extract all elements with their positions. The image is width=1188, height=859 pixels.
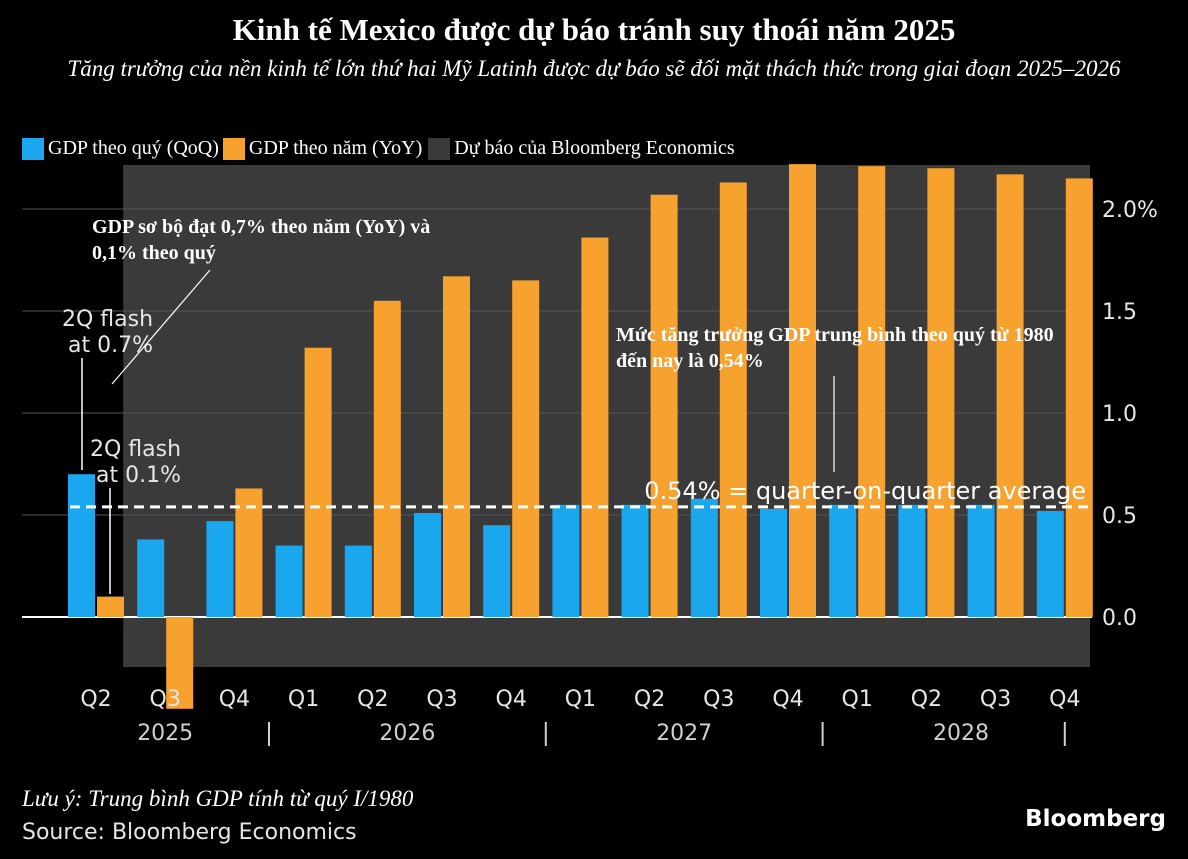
bar-yoy xyxy=(512,280,540,617)
bar-qoq xyxy=(760,508,787,617)
bar-qoq xyxy=(414,512,441,617)
x-tick-label: Q3 xyxy=(150,687,181,712)
bloomberg-logo: Bloomberg xyxy=(1025,806,1166,832)
bar-yoy xyxy=(373,300,401,617)
y-tick-label: 1.0 xyxy=(1102,402,1137,427)
bar-qoq xyxy=(690,498,718,617)
x-tick-label: Q2 xyxy=(357,687,388,712)
flash-yoy-label-line1: 2Q flash xyxy=(62,307,153,332)
x-tick-label: Q3 xyxy=(426,687,457,712)
bar-yoy xyxy=(789,164,816,617)
bar-qoq xyxy=(967,504,995,617)
legend-swatch-yoy xyxy=(222,137,245,160)
legend-swatch-forecast xyxy=(428,137,451,160)
year-label: 2026 xyxy=(379,721,435,746)
bar-qoq xyxy=(552,504,580,617)
callout-flash-connector xyxy=(111,269,211,385)
legend-item-forecast: Dự báo của Bloomberg Economics xyxy=(426,137,735,160)
legend-item-yoy: GDP theo năm (YoY) xyxy=(222,137,423,160)
x-tick-label: Q1 xyxy=(288,687,319,712)
footnote: Lưu ý: Trung bình GDP tính từ quý I/1980 xyxy=(22,786,414,811)
flash-yoy-label-line2: at 0.7% xyxy=(68,333,153,358)
chart-subtitle: Tăng trưởng của nền kinh tế lớn thứ hai … xyxy=(67,56,1121,81)
bar-yoy xyxy=(97,596,124,617)
bar-qoq xyxy=(829,504,857,617)
x-tick-label: Q2 xyxy=(911,687,942,712)
bar-yoy xyxy=(719,182,747,618)
bar-qoq xyxy=(137,539,165,617)
bar-yoy xyxy=(581,237,609,617)
bar-qoq xyxy=(1036,510,1064,617)
bar-yoy xyxy=(443,276,470,617)
x-tick-label: Q4 xyxy=(772,687,803,712)
y-tick-label: 2.0% xyxy=(1102,198,1158,223)
bar-qoq xyxy=(206,521,234,617)
callout-flash-vn: GDP sơ bộ đạt 0,7% theo năm (YoY) và 0,1… xyxy=(92,216,431,264)
x-tick-label: Q4 xyxy=(1049,687,1080,712)
x-tick-label: Q4 xyxy=(496,687,527,712)
bar-yoy xyxy=(650,194,678,617)
x-tick-label: Q2 xyxy=(80,687,111,712)
average-label: 0.54% = quarter-on-quarter average xyxy=(644,477,1086,505)
flash-qoq-label-line1: 2Q flash xyxy=(90,437,181,462)
x-tick-label: Q3 xyxy=(980,687,1011,712)
flash-qoq-label-line2: at 0.1% xyxy=(96,463,181,488)
year-label: 2027 xyxy=(656,721,712,746)
bar-yoy xyxy=(235,488,263,617)
x-tick-label: Q3 xyxy=(703,687,734,712)
x-tick-label: Q1 xyxy=(842,687,873,712)
bar-qoq xyxy=(898,504,926,617)
legend-label-yoy: GDP theo năm (YoY) xyxy=(248,137,423,159)
bar-qoq xyxy=(621,504,649,617)
bar-yoy xyxy=(927,168,955,617)
bar-yoy xyxy=(166,617,194,709)
bar-yoy xyxy=(1065,178,1093,617)
bar-yoy xyxy=(304,347,332,617)
source-text: Source: Bloomberg Economics xyxy=(22,820,357,845)
y-tick-label: 0.0 xyxy=(1102,606,1137,631)
legend-label-forecast: Dự báo của Bloomberg Economics xyxy=(454,137,735,159)
bar-yoy xyxy=(858,166,886,617)
legend-swatch-qoq xyxy=(22,137,44,160)
year-label: 2025 xyxy=(137,721,193,746)
x-tick-label: Q2 xyxy=(634,687,665,712)
y-tick-label: 1.5 xyxy=(1102,300,1137,325)
legend-item-qoq: GDP theo quý (QoQ) xyxy=(22,137,219,160)
bar-qoq xyxy=(275,545,303,617)
bar-qoq xyxy=(344,545,372,617)
legend: GDP theo quý (QoQ) GDP theo năm (YoY) Dự… xyxy=(22,137,739,160)
callout-average-vn: Mức tăng trưởng GDP trung bình theo quý … xyxy=(616,324,1054,372)
chart-title: Kinh tế Mexico được dự báo tránh suy tho… xyxy=(232,12,956,47)
y-tick-label: 0.5 xyxy=(1102,504,1137,529)
x-tick-label: Q4 xyxy=(219,687,250,712)
year-label: 2028 xyxy=(933,721,989,746)
bar-qoq xyxy=(483,525,511,617)
legend-label-qoq: GDP theo quý (QoQ) xyxy=(48,137,219,159)
bar-qoq xyxy=(68,474,95,617)
x-tick-label: Q1 xyxy=(565,687,596,712)
bar-yoy xyxy=(996,174,1024,617)
